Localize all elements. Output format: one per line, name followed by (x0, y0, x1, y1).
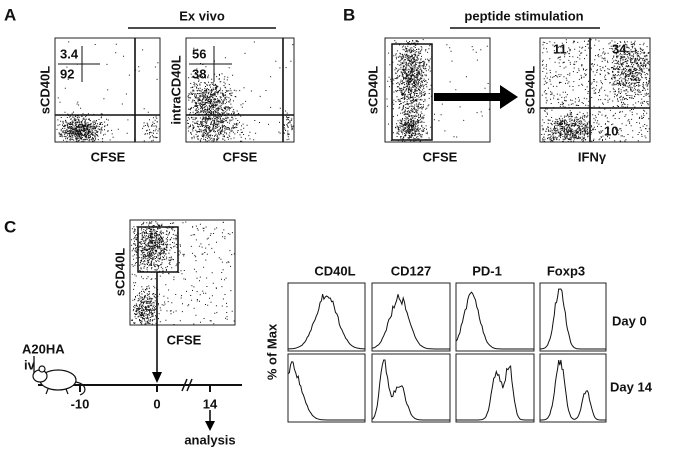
dot-plot: 3.4 92 (54, 37, 161, 143)
panel-label: C (4, 217, 16, 236)
histogram-frame (455, 282, 535, 352)
histogram-curve (539, 288, 606, 350)
route-label: iv (24, 357, 36, 372)
quadrant-value: 3.4 (60, 46, 79, 61)
y-label: sCD40L (522, 66, 537, 114)
mouse-icon (32, 365, 86, 396)
arrow-head (205, 421, 215, 431)
axis-break (186, 378, 193, 392)
plot-frame (54, 37, 161, 143)
marker-label: PD-1 (472, 263, 502, 278)
histogram-frame (371, 353, 451, 423)
dot-plot (129, 219, 236, 326)
quadrant-value: 10 (604, 123, 618, 138)
y-label: sCD40L (365, 66, 380, 114)
histogram-frame (455, 353, 535, 423)
histogram-curve (371, 359, 450, 421)
dot-plot: 56 38 (185, 37, 295, 143)
histogram-frame (539, 353, 607, 423)
endpoint-label: analysis (184, 432, 235, 447)
marker-label: CD40L (314, 263, 355, 278)
histogram-curve (371, 294, 450, 350)
row-label: Day 0 (612, 313, 647, 328)
quadrant-value: 56 (192, 46, 206, 61)
timeline-label: -10 (71, 396, 90, 411)
plot-frame (129, 219, 236, 326)
arrow (434, 85, 518, 109)
arrow-head (152, 372, 162, 383)
x-label: CFSE (91, 149, 126, 164)
dots (187, 41, 294, 142)
plot-frame (384, 37, 491, 143)
x-label: IFNγ (578, 149, 607, 164)
marker-label: CD127 (391, 263, 431, 278)
dot-plot (384, 37, 491, 143)
histogram-curve (287, 361, 365, 421)
panel-header: Ex vivo (179, 8, 225, 23)
histogram-curve (540, 359, 606, 421)
dot-plot: 11 34 10 (539, 37, 651, 143)
panel-label: B (343, 5, 355, 24)
quadrant-value: 34 (612, 41, 627, 56)
x-label: CFSE (423, 149, 458, 164)
x-label: CFSE (223, 149, 258, 164)
dots (386, 39, 490, 142)
plot-frame (539, 37, 651, 143)
row-label: Day 14 (610, 379, 653, 394)
y-label: % of Max (264, 323, 279, 380)
timeline-label: 14 (203, 396, 218, 411)
dots (131, 221, 235, 325)
axis-break (181, 378, 188, 392)
panel-label: A (4, 5, 16, 24)
histogram-curve (288, 293, 365, 350)
x-label: CFSE (167, 332, 202, 347)
marker-label: Foxp3 (547, 263, 585, 278)
quadrant-value: 38 (192, 66, 206, 81)
histogram-grid (287, 282, 607, 423)
y-label: intraCD40L (168, 55, 183, 124)
gate (391, 43, 433, 141)
histogram-curve (456, 365, 534, 421)
dots (541, 39, 650, 143)
y-label: sCD40L (112, 248, 127, 296)
histogram-frame (287, 282, 366, 352)
histogram-frame (371, 282, 451, 352)
quadrant-value: 92 (60, 66, 74, 81)
timeline-label: 0 (153, 396, 160, 411)
panel-header: peptide stimulation (464, 8, 583, 23)
plot-frame (185, 37, 295, 143)
histogram-curve (455, 291, 534, 350)
histogram-frame (539, 282, 607, 352)
injection-label: A20HA (22, 341, 65, 356)
quadrant-value: 11 (553, 41, 567, 56)
histogram-frame (287, 353, 366, 423)
y-label: sCD40L (37, 66, 52, 114)
